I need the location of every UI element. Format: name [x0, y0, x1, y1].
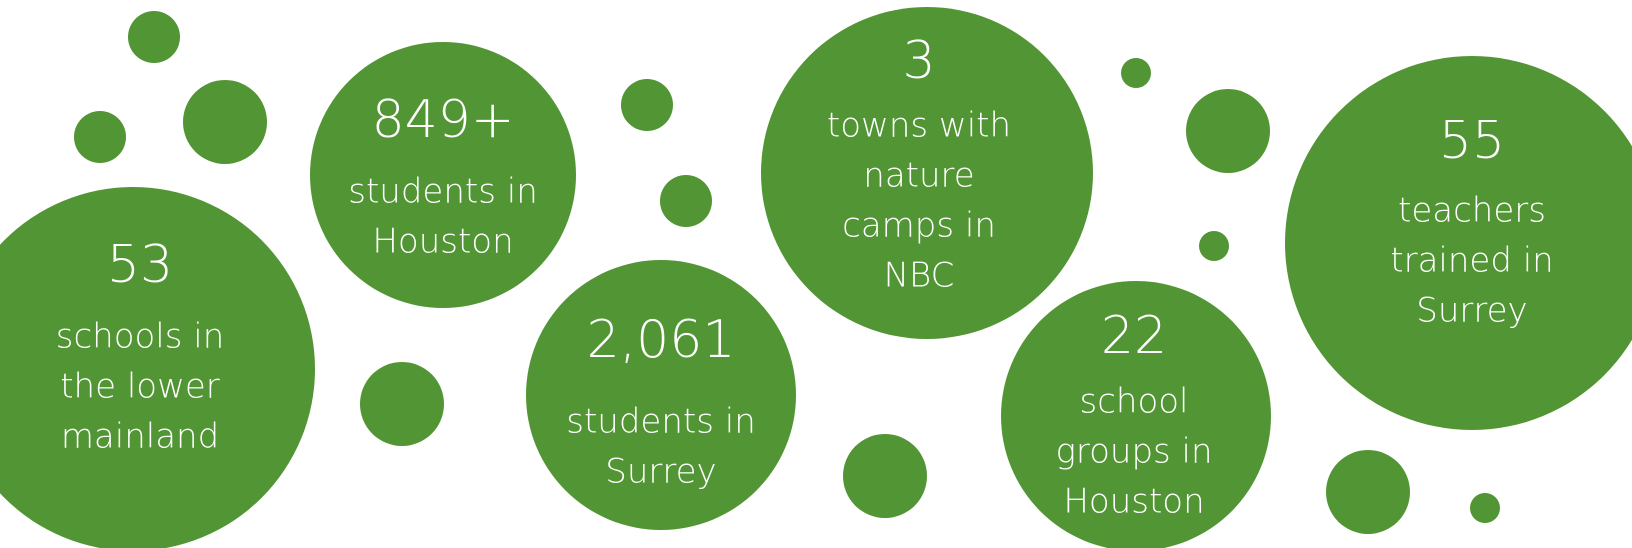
stat-label: Surrey [1416, 291, 1527, 331]
bubble [1470, 493, 1500, 523]
bubble [843, 434, 927, 518]
stat-number: 22 [1101, 306, 1167, 366]
stat-bubble [1001, 281, 1271, 548]
stat-label: NBC [884, 256, 955, 296]
stat-label: trained in [1390, 241, 1553, 281]
bubble [1326, 450, 1410, 534]
bubble [621, 79, 673, 131]
bubble [183, 80, 267, 164]
bubble [1199, 231, 1229, 261]
stat-label: camps in [842, 206, 996, 246]
bubble [74, 111, 126, 163]
stat-bubble [526, 260, 796, 530]
stat-bubbles: 53 schools in the lower mainland 849+ student… [0, 7, 1632, 548]
stat-label: teachers [1398, 191, 1546, 231]
stat-label: schools in [56, 317, 225, 357]
stat-label: towns with [827, 106, 1011, 146]
stat-number: 849+ [372, 90, 515, 150]
stat-number: 3 [902, 31, 935, 91]
stat-bubble [0, 187, 315, 548]
stat-bubble [761, 7, 1093, 339]
stat-label: nature [863, 156, 974, 196]
stat-label: Surrey [605, 452, 716, 492]
bubble [360, 362, 444, 446]
bubble [128, 11, 180, 63]
decor-bubbles [74, 11, 1500, 534]
stat-number: 55 [1439, 111, 1505, 171]
stat-bubble [1285, 56, 1632, 430]
stat-number: 53 [107, 235, 173, 295]
stat-label: groups in [1055, 432, 1212, 472]
stat-bubble [310, 42, 576, 308]
bubble [1186, 89, 1270, 173]
stat-label: students in [566, 402, 756, 442]
stat-label: mainland [61, 417, 219, 457]
stat-label: the lower [60, 367, 220, 407]
stat-number: 2,061 [587, 310, 736, 370]
bubble [660, 175, 712, 227]
bubble [1121, 58, 1151, 88]
stat-label: students in [348, 172, 538, 212]
stat-label: school [1079, 382, 1188, 422]
stat-label: Houston [1063, 482, 1204, 522]
stat-label: Houston [372, 222, 513, 262]
